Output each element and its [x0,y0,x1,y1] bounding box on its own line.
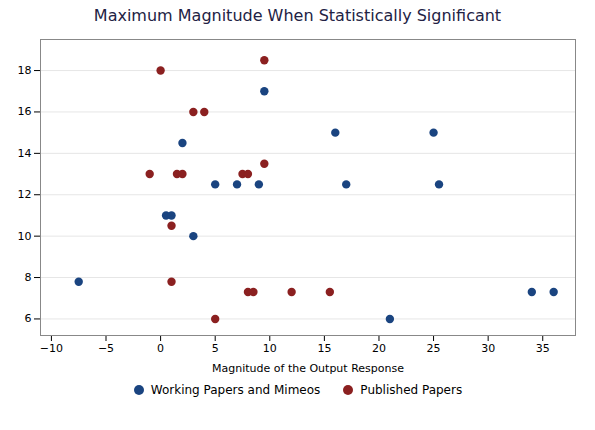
svg-text:6: 6 [25,312,32,325]
svg-text:25: 25 [427,342,441,355]
html-text:Maximum Magnitude When Statist: Maximum Magnitude When Statistically Sig… [93,6,502,25]
svg-text:16: 16 [18,105,32,118]
html-text:Published Papers: Published Papers [360,383,463,397]
svg-text:−5: −5 [98,342,114,355]
svg-text:10: 10 [18,230,32,243]
svg-text:10: 10 [263,342,277,355]
html-text:Working Papers and Mimeos: Working Papers and Mimeos [150,383,321,397]
svg-text:8: 8 [25,271,32,284]
svg-text:14: 14 [18,147,32,160]
svg-text:Magnitude of the Output Respon: Magnitude of the Output Response [212,362,404,375]
svg-text:18: 18 [18,64,32,77]
svg-text:12: 12 [18,188,32,201]
svg-text:30: 30 [481,342,495,355]
svg-text:−10: −10 [40,342,63,355]
svg-text:35: 35 [536,342,550,355]
svg-text:15: 15 [317,342,331,355]
svg-text:20: 20 [372,342,386,355]
svg-text:5: 5 [212,342,219,355]
svg-text:0: 0 [157,342,164,355]
